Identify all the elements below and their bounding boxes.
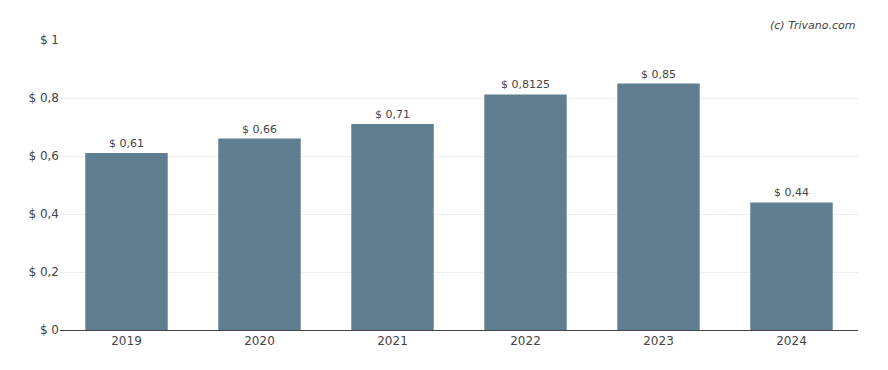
svg-text:2024: 2024	[776, 334, 807, 348]
svg-text:2019: 2019	[111, 334, 142, 348]
svg-text:$ 0,8: $ 0,8	[28, 91, 59, 105]
svg-text:$ 0,66: $ 0,66	[242, 123, 277, 136]
svg-text:$ 0,44: $ 0,44	[774, 186, 809, 199]
svg-text:(c) Trivano.com: (c) Trivano.com	[770, 19, 856, 32]
svg-text:$ 0,61: $ 0,61	[109, 137, 144, 150]
svg-text:$ 0,8125: $ 0,8125	[501, 78, 550, 91]
svg-text:$ 0,4: $ 0,4	[28, 207, 59, 221]
svg-text:$ 0,6: $ 0,6	[28, 149, 59, 163]
svg-text:$ 0,85: $ 0,85	[641, 68, 676, 81]
svg-text:$ 0: $ 0	[40, 323, 59, 337]
svg-text:2022: 2022	[510, 334, 541, 348]
svg-text:2021: 2021	[377, 334, 408, 348]
svg-text:$ 1: $ 1	[40, 33, 59, 47]
svg-text:2020: 2020	[244, 334, 275, 348]
svg-text:$ 0,2: $ 0,2	[28, 265, 59, 279]
svg-text:2023: 2023	[643, 334, 674, 348]
svg-text:$ 0,71: $ 0,71	[375, 108, 410, 121]
